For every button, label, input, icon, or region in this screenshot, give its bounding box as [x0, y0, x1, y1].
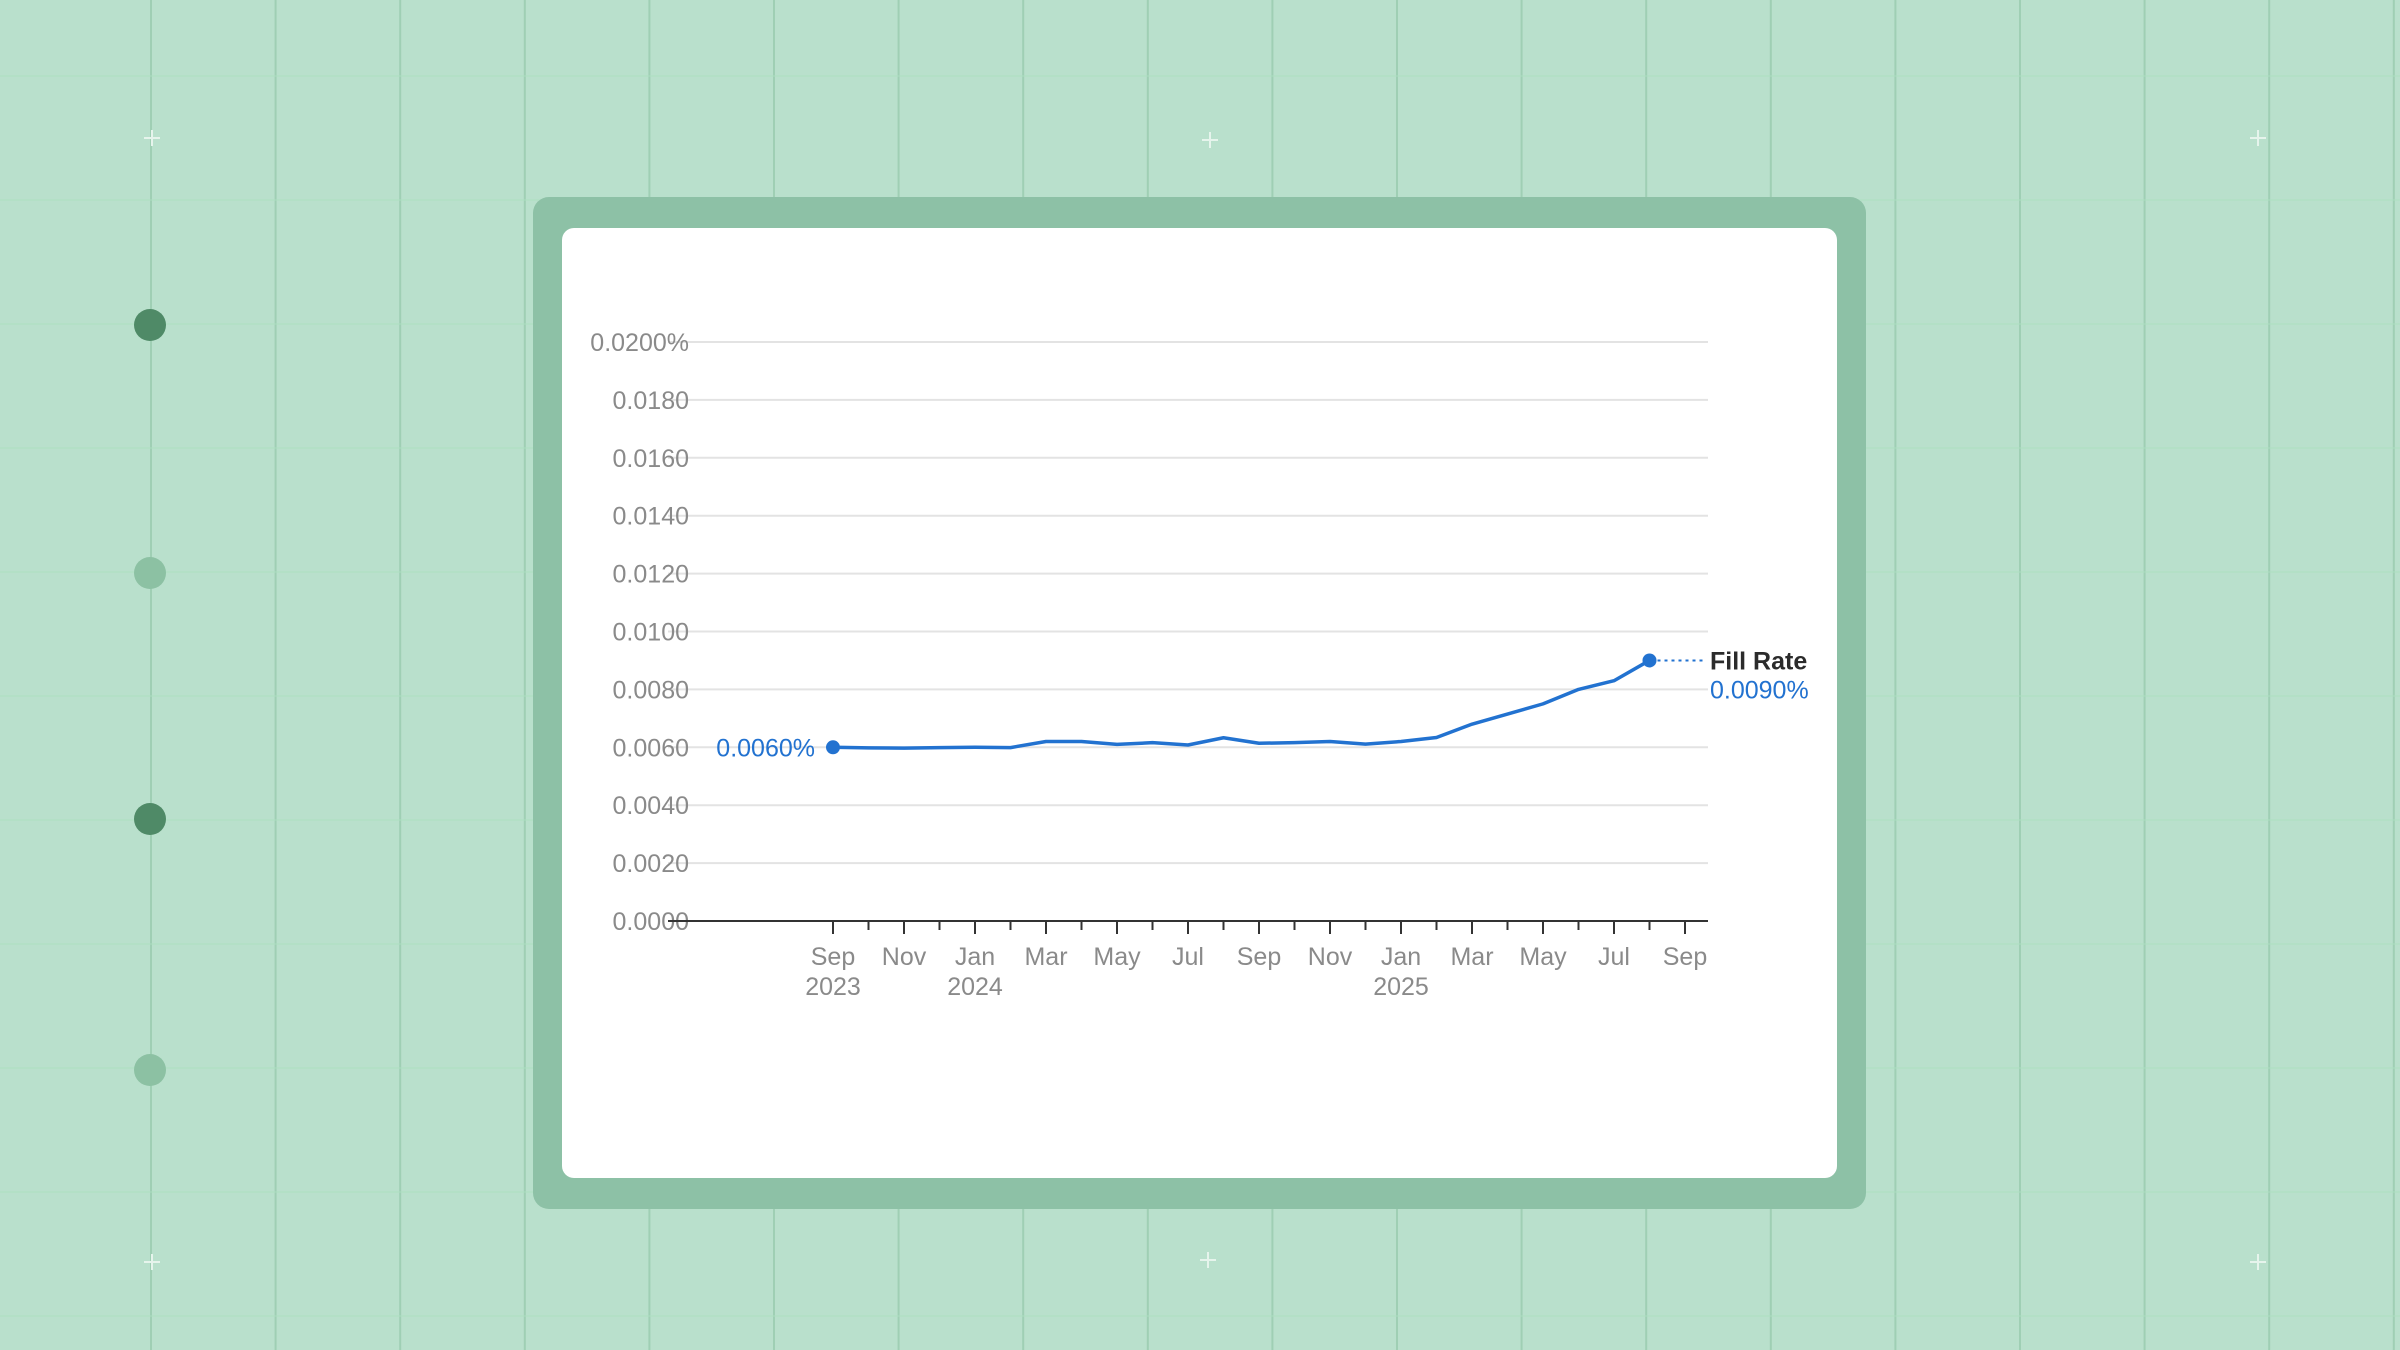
chart-card: 0.0000 0.0020 0.0040 0.0060 0.0080 0.0100 0.01… — [562, 228, 1837, 1178]
y-tick-label: 0.0080 — [613, 676, 689, 704]
y-tick-label: 0.0020 — [613, 850, 689, 878]
x-tick-label: May — [1519, 943, 1567, 971]
x-tick-label: Jul — [1598, 943, 1630, 971]
timeline-dot — [134, 803, 166, 835]
timeline-dot — [134, 1054, 166, 1086]
y-tick-label: 0.0040 — [613, 792, 689, 820]
x-tick-year-label: 2025 — [1373, 973, 1429, 1001]
line-chart: 0.00000.00200.00400.00600.00800.01000.01… — [590, 329, 1809, 1001]
series-end-point — [1642, 653, 1657, 668]
x-tick-label: Nov — [882, 943, 927, 971]
x-tick-label: Jan — [1381, 943, 1421, 971]
y-tick-label: 0.0060 — [613, 734, 689, 762]
crop-mark — [2250, 130, 2266, 146]
start-value-label: 0.0060% — [716, 734, 815, 762]
x-tick-label: Sep — [1663, 943, 1707, 971]
y-tick-label: 0.0140 — [613, 503, 689, 531]
y-tick-label: 0.0180 — [613, 387, 689, 415]
x-tick-label: Nov — [1308, 943, 1353, 971]
y-tick-label: 0.0200% — [590, 329, 689, 357]
timeline-dot — [134, 557, 166, 589]
y-tick-label: 0.0160 — [613, 445, 689, 473]
y-tick-label: 0.0120 — [613, 561, 689, 589]
x-tick-label: Mar — [1450, 943, 1493, 971]
series-start-point — [826, 740, 840, 755]
series-line-fill-rate — [831, 658, 1652, 750]
crop-mark — [2250, 1254, 2266, 1270]
crop-mark — [1202, 132, 1218, 148]
chart-frame: 0.0000 0.0020 0.0040 0.0060 0.0080 0.0100 0.01… — [533, 197, 1866, 1209]
end-value-label: 0.0090% — [1710, 676, 1809, 704]
crop-mark — [144, 1254, 160, 1270]
x-tick-year-label: 2024 — [947, 973, 1003, 1001]
x-tick-label: Mar — [1024, 943, 1067, 971]
x-tick-label: Sep — [1237, 943, 1281, 971]
x-tick-label: Jul — [1172, 943, 1204, 971]
timeline-dot — [134, 309, 166, 341]
y-tick-label: 0.0100 — [613, 619, 689, 647]
x-tick-label: Sep — [811, 943, 855, 971]
x-tick-label: Jan — [955, 943, 995, 971]
crop-mark — [144, 130, 160, 146]
x-tick-year-label: 2023 — [805, 973, 861, 1001]
x-tick-label: May — [1093, 943, 1141, 971]
series-name-label: Fill Rate — [1710, 647, 1807, 675]
crop-mark — [1200, 1252, 1216, 1268]
